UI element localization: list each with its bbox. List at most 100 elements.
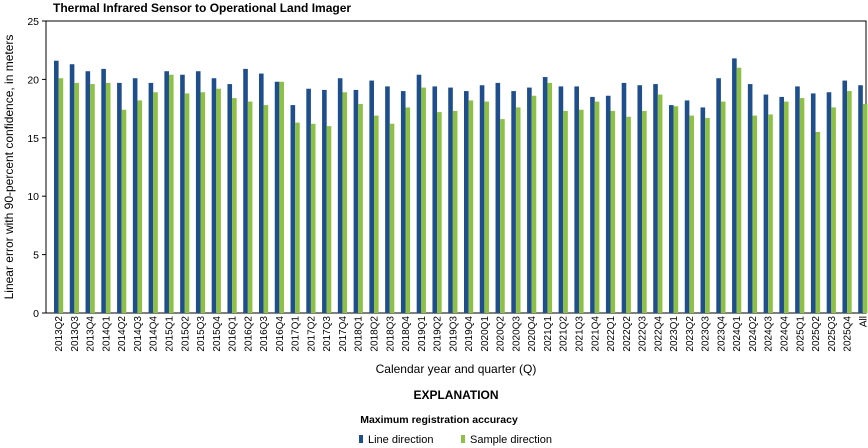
bar-line-direction bbox=[826, 92, 832, 313]
legend-label-line: Line direction bbox=[368, 434, 433, 446]
bar-sample-direction bbox=[421, 87, 426, 313]
bar-line-direction bbox=[527, 87, 532, 313]
x-tick-label: 2014Q3 bbox=[133, 316, 144, 352]
x-tick-label: 2017Q1 bbox=[291, 316, 302, 352]
x-tick-label: 2021Q3 bbox=[574, 316, 585, 352]
bar-line-direction bbox=[227, 84, 233, 313]
x-tick-label: 2021Q4 bbox=[590, 316, 601, 352]
bar-sample-direction bbox=[626, 116, 631, 313]
bar-line-direction bbox=[558, 86, 564, 313]
bar-sample-direction bbox=[58, 78, 64, 313]
bar-sample-direction bbox=[452, 110, 458, 313]
bar-line-direction bbox=[385, 86, 390, 313]
x-tick-label: 2024Q3 bbox=[764, 316, 775, 352]
bar-line-direction bbox=[464, 91, 469, 313]
bar-sample-direction bbox=[326, 126, 332, 314]
bar-sample-direction bbox=[862, 103, 868, 314]
bar-line-direction bbox=[148, 82, 154, 314]
bar-line-direction bbox=[795, 86, 800, 313]
bar-line-direction bbox=[747, 84, 753, 313]
bar-line-direction bbox=[542, 77, 548, 313]
bar-sample-direction bbox=[815, 131, 821, 313]
bar-line-direction bbox=[322, 89, 327, 313]
bar-sample-direction bbox=[342, 92, 348, 313]
bar-line-direction bbox=[369, 80, 374, 313]
x-tick-label: 2022Q1 bbox=[606, 316, 617, 352]
y-tick-label: 0 bbox=[33, 308, 39, 320]
bar-line-direction bbox=[511, 91, 516, 313]
bar-line-direction bbox=[732, 58, 737, 313]
bar-line-direction bbox=[69, 64, 75, 313]
y-axis-label: Linear error with 90-percent confidence,… bbox=[2, 35, 16, 300]
x-tick-label: 2015Q4 bbox=[212, 316, 223, 352]
bar-line-direction bbox=[810, 93, 816, 313]
bar-line-direction bbox=[637, 85, 643, 314]
bar-sample-direction bbox=[689, 115, 694, 313]
bar-line-direction bbox=[574, 86, 579, 313]
bar-sample-direction bbox=[373, 115, 379, 313]
bar-line-direction bbox=[400, 91, 406, 313]
bar-line-direction bbox=[669, 105, 674, 313]
y-tick-label: 25 bbox=[27, 16, 39, 28]
bar-sample-direction bbox=[736, 67, 742, 313]
bar-sample-direction bbox=[137, 100, 143, 313]
bar-sample-direction bbox=[295, 122, 300, 314]
bar-sample-direction bbox=[184, 93, 190, 313]
bar-sample-direction bbox=[500, 119, 505, 313]
bar-line-direction bbox=[416, 74, 422, 313]
bar-sample-direction bbox=[657, 94, 663, 313]
x-tick-label: 2024Q1 bbox=[732, 316, 743, 352]
legend: EXPLANATION Maximum registration accurac… bbox=[359, 388, 552, 446]
bar-sample-direction bbox=[578, 109, 584, 314]
x-tick-label: 2017Q4 bbox=[338, 316, 349, 352]
bar-sample-direction bbox=[831, 107, 836, 314]
bar-line-direction bbox=[858, 85, 863, 314]
bar-sample-direction bbox=[358, 103, 363, 314]
x-tick-label: 2023Q1 bbox=[669, 316, 680, 352]
bar-line-direction bbox=[306, 88, 311, 314]
x-tick-label: 2015Q3 bbox=[196, 316, 207, 352]
x-tick-label: 2013Q4 bbox=[86, 316, 97, 352]
bar-sample-direction bbox=[468, 100, 474, 313]
x-tick-label: 2018Q4 bbox=[401, 316, 412, 352]
bar-line-direction bbox=[211, 78, 217, 313]
bar-sample-direction bbox=[247, 101, 253, 313]
x-tick-label: 2017Q3 bbox=[322, 316, 333, 352]
x-tick-label: 2015Q2 bbox=[180, 316, 191, 352]
bar-line-direction bbox=[337, 78, 343, 313]
bar-sample-direction bbox=[515, 107, 521, 314]
x-tick-label: 2019Q1 bbox=[417, 316, 428, 352]
bar-line-direction bbox=[605, 95, 611, 313]
bar-sample-direction bbox=[799, 98, 805, 313]
bar-line-direction bbox=[621, 82, 627, 314]
x-tick-label: 2022Q4 bbox=[653, 316, 664, 352]
bar-line-direction bbox=[195, 71, 201, 313]
bar-line-direction bbox=[763, 94, 769, 313]
x-tick-label: 2025Q3 bbox=[827, 316, 838, 352]
x-tick-label: 2022Q3 bbox=[638, 316, 649, 352]
y-tick-label: 5 bbox=[33, 250, 39, 262]
x-tick-label: 2018Q2 bbox=[369, 316, 380, 352]
bar-sample-direction bbox=[310, 123, 316, 313]
bar-sample-direction bbox=[105, 82, 111, 314]
x-tick-label: 2020Q3 bbox=[511, 316, 522, 352]
x-tick-label: 2024Q2 bbox=[748, 316, 759, 352]
bar-sample-direction bbox=[673, 106, 679, 313]
y-tick-label: 20 bbox=[27, 74, 39, 86]
bar-sample-direction bbox=[279, 81, 284, 314]
bar-sample-direction bbox=[752, 115, 758, 313]
bar-line-direction bbox=[290, 105, 296, 313]
bar-sample-direction bbox=[563, 110, 568, 313]
bar-sample-direction bbox=[200, 92, 206, 313]
x-tick-label: 2020Q1 bbox=[480, 316, 491, 352]
bar-line-direction bbox=[243, 68, 248, 313]
x-tick-label: 2016Q2 bbox=[243, 316, 254, 352]
x-tick-label: 2019Q2 bbox=[433, 316, 444, 352]
bar-sample-direction bbox=[783, 101, 789, 313]
bar-sample-direction bbox=[531, 95, 537, 313]
bar-line-direction bbox=[590, 96, 595, 313]
x-tick-label: 2016Q3 bbox=[259, 316, 270, 352]
x-tick-label: 2020Q4 bbox=[527, 316, 538, 352]
y-axis: 0 5 10 15 20 25 bbox=[27, 16, 46, 320]
